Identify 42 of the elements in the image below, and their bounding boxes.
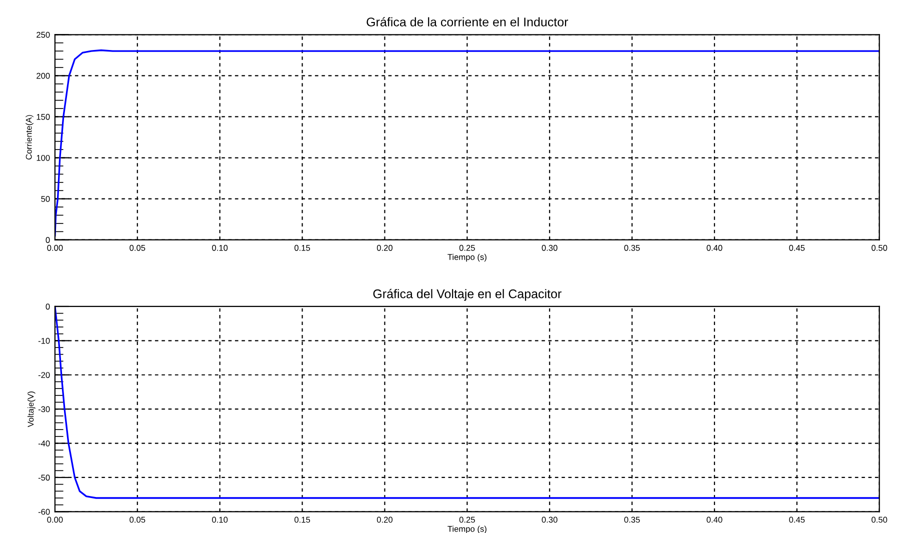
x-tick-label: 0.15	[294, 244, 310, 251]
y-tick-label: 0	[46, 237, 50, 243]
x-tick-label: 0.40	[706, 516, 722, 523]
x-tick-label: 0.30	[542, 244, 558, 251]
x-tick-label: 0.45	[789, 516, 805, 523]
y-tick-label: -60	[38, 508, 50, 515]
x-tick-label: 0.35	[624, 516, 640, 523]
y-tick-label: 250	[36, 32, 50, 38]
y-tick-label: -30	[38, 406, 50, 412]
x-tick-label: 0.35	[624, 244, 640, 251]
x-tick-label: 0.05	[130, 516, 146, 523]
y-axis-title: Corriente(A)	[26, 115, 34, 160]
x-tick-label: 0.45	[789, 244, 805, 251]
x-tick-label: 0.25	[459, 516, 475, 523]
x-tick-label: 0.50	[872, 516, 888, 523]
x-tick-label: 0.05	[130, 244, 146, 251]
x-tick-label: 0.00	[47, 516, 63, 523]
x-tick-label: 0.30	[542, 516, 558, 523]
y-tick-label: -10	[38, 338, 50, 344]
x-axis-title: Tiempo (s)	[448, 254, 486, 262]
x-axis-title: Tiempo (s)	[448, 526, 486, 533]
chart-title: Gráfica del Voltaje en el Capacitor	[373, 288, 562, 301]
y-tick-label: 50	[41, 196, 50, 202]
x-tick-label: 0.20	[376, 516, 393, 523]
y-tick-label: -20	[38, 372, 50, 378]
y-tick-label: -50	[38, 474, 50, 481]
y-tick-label: -40	[38, 440, 50, 446]
y-tick-label: 150	[36, 114, 50, 120]
y-axis-title: Voltaje(V)	[28, 392, 36, 428]
x-tick-label: 0.25	[459, 244, 475, 251]
y-tick-label: 100	[36, 154, 50, 161]
x-tick-label: 0.20	[376, 244, 393, 251]
x-tick-label: 0.15	[294, 516, 310, 523]
x-tick-label: 0.10	[212, 516, 228, 523]
y-tick-label: 200	[36, 72, 50, 79]
x-tick-label: 0.10	[212, 244, 228, 251]
x-tick-label: 0.00	[47, 244, 63, 251]
x-tick-label: 0.40	[706, 244, 722, 251]
y-tick-label: 0	[46, 304, 50, 310]
line-series	[54, 49, 880, 237]
x-tick-label: 0.50	[872, 244, 888, 251]
chart-title: Gráfica de la corriente en el Inductor	[366, 17, 568, 26]
